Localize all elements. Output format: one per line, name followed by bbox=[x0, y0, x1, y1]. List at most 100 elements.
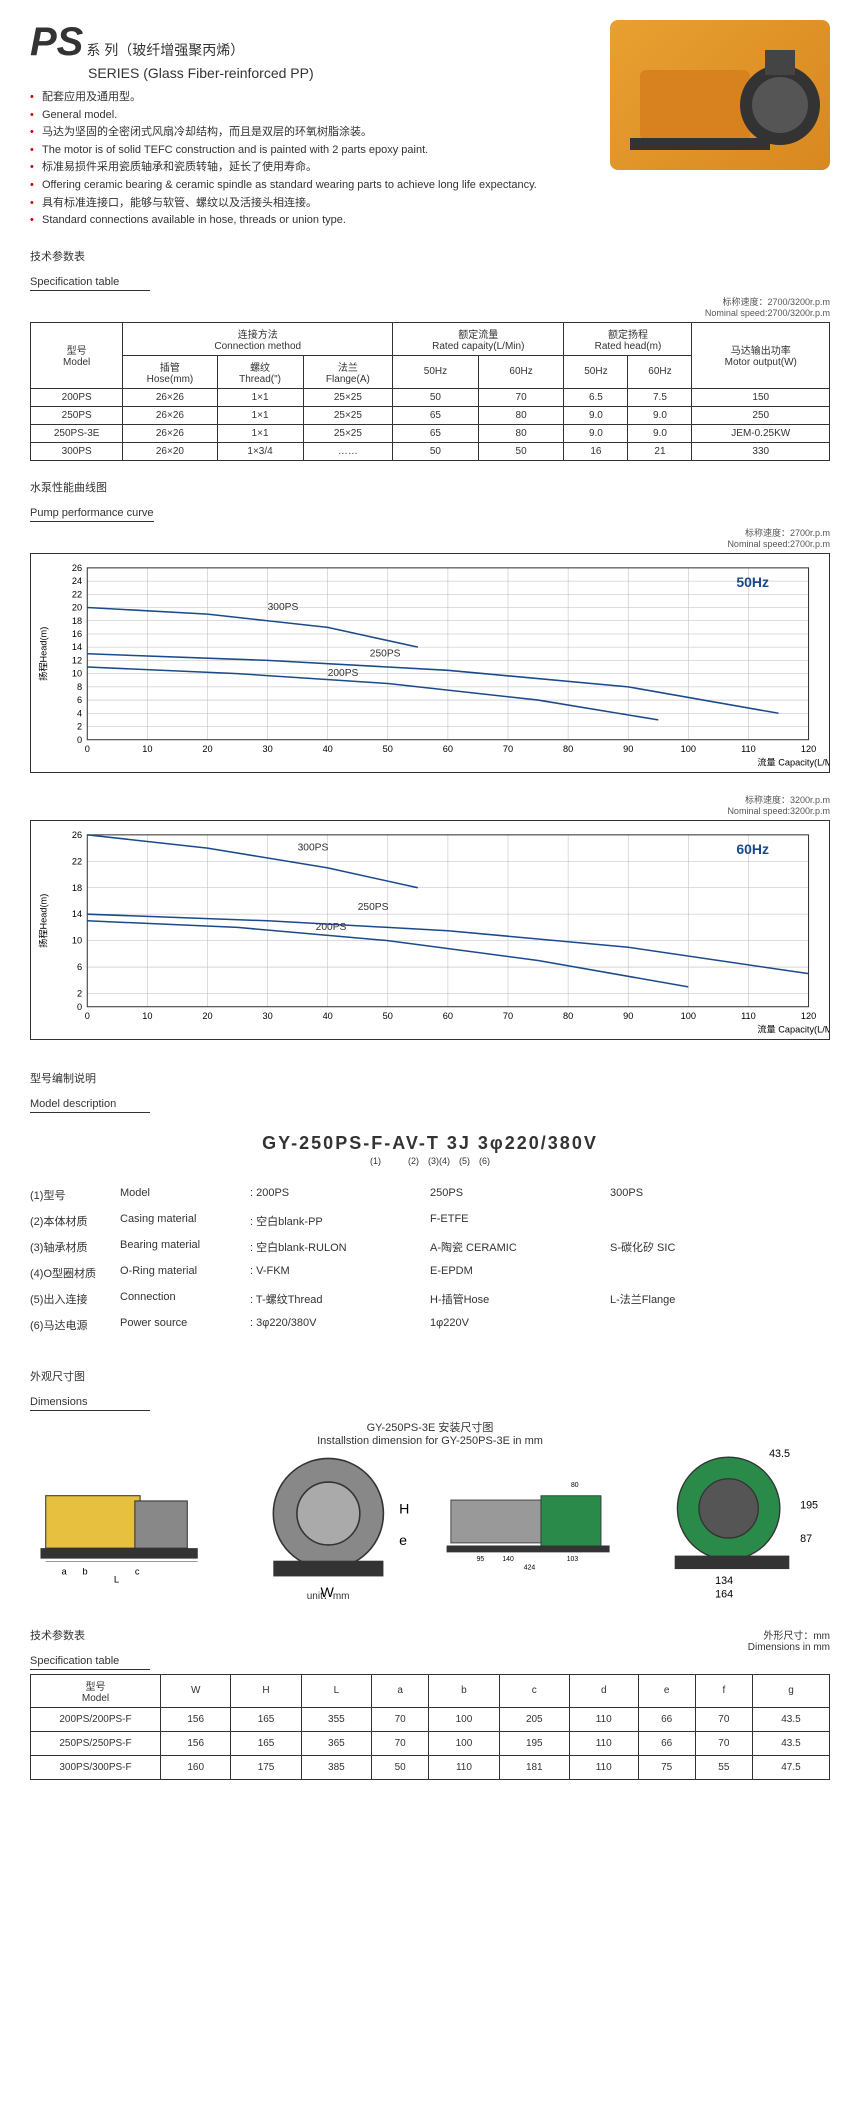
svg-text:b: b bbox=[82, 1565, 87, 1576]
svg-text:164: 164 bbox=[715, 1588, 733, 1600]
svg-text:134: 134 bbox=[715, 1575, 733, 1587]
svg-text:10: 10 bbox=[72, 935, 82, 945]
svg-text:30: 30 bbox=[262, 1011, 272, 1021]
modeldesc-title-cn: 型号编制说明 bbox=[30, 1070, 830, 1086]
svg-text:22: 22 bbox=[72, 589, 82, 599]
bullet-item: 标准易损件采用瓷质轴承和瓷质转轴，延长了使用寿命。 bbox=[30, 159, 590, 177]
svg-text:250PS: 250PS bbox=[358, 902, 389, 913]
bullet-item: Offering ceramic bearing & ceramic spind… bbox=[30, 177, 590, 195]
svg-text:26: 26 bbox=[72, 563, 82, 573]
svg-text:10: 10 bbox=[72, 668, 82, 678]
svg-text:流量 Capacity(L/Min): 流量 Capacity(L/Min) bbox=[757, 756, 829, 767]
svg-text:50: 50 bbox=[383, 1011, 393, 1021]
svg-text:87: 87 bbox=[800, 1533, 812, 1545]
svg-text:24: 24 bbox=[72, 576, 82, 586]
spec1-note-cn: 标称速度：2700/3200r.p.m bbox=[722, 297, 830, 307]
svg-text:80: 80 bbox=[570, 1482, 578, 1489]
svg-text:10: 10 bbox=[142, 1011, 152, 1021]
note60-cn: 标称速度：3200r.p.m bbox=[745, 795, 830, 805]
chart-60hz: 60Hz010203040506070809010011012002610141… bbox=[30, 820, 830, 1040]
svg-text:424: 424 bbox=[523, 1565, 535, 1572]
dim-3e-front: 1341641958743.5 bbox=[641, 1457, 830, 1587]
svg-text:300PS: 300PS bbox=[268, 602, 299, 613]
svg-text:250PS: 250PS bbox=[370, 648, 401, 659]
spec1-title-en: Specification table bbox=[30, 276, 150, 291]
spec2-table: 型号ModelWHLabcdefg200PS/200PS-F1561653557… bbox=[30, 1674, 830, 1780]
svg-text:60: 60 bbox=[443, 744, 453, 754]
svg-text:200PS: 200PS bbox=[328, 668, 359, 679]
svg-text:e: e bbox=[399, 1532, 407, 1548]
header: PS 系 列（玻纤增强聚丙烯） SERIES (Glass Fiber-rein… bbox=[30, 20, 830, 230]
chart-50hz: 50Hz010203040506070809010011012002468101… bbox=[30, 553, 830, 773]
bullet-item: General model. bbox=[30, 107, 590, 125]
svg-text:10: 10 bbox=[142, 744, 152, 754]
svg-text:流量 Capacity(L/Min): 流量 Capacity(L/Min) bbox=[757, 1023, 829, 1034]
svg-text:26: 26 bbox=[72, 830, 82, 840]
svg-text:12: 12 bbox=[72, 655, 82, 665]
note50-en: Nominal speed:2700r.p.m bbox=[727, 539, 830, 549]
spec1-note-en: Nominal speed:2700/3200r.p.m bbox=[705, 308, 830, 318]
dim-side: bacL bbox=[30, 1457, 219, 1587]
svg-text:14: 14 bbox=[72, 909, 82, 919]
svg-text:20: 20 bbox=[202, 744, 212, 754]
svg-text:95: 95 bbox=[476, 1556, 484, 1563]
spec1-title-cn: 技术参数表 bbox=[30, 248, 830, 264]
svg-text:6: 6 bbox=[77, 695, 82, 705]
svg-text:16: 16 bbox=[72, 629, 82, 639]
svg-text:103: 103 bbox=[566, 1556, 578, 1563]
logo: PS bbox=[30, 20, 83, 64]
spec2-title-cn: 技术参数表 bbox=[30, 1627, 150, 1643]
svg-text:0: 0 bbox=[77, 1002, 82, 1012]
svg-text:110: 110 bbox=[741, 744, 756, 754]
svg-text:14: 14 bbox=[72, 642, 82, 652]
svg-text:100: 100 bbox=[681, 744, 696, 754]
svg-text:90: 90 bbox=[623, 1011, 633, 1021]
series-en: SERIES (Glass Fiber-reinforced PP) bbox=[88, 65, 314, 81]
svg-text:0: 0 bbox=[85, 1011, 90, 1021]
svg-text:140: 140 bbox=[502, 1556, 514, 1563]
svg-text:200PS: 200PS bbox=[316, 922, 347, 933]
series-cn: 系 列（玻纤增强聚丙烯） bbox=[86, 42, 244, 58]
svg-text:110: 110 bbox=[741, 1011, 756, 1021]
label-60hz: 60Hz bbox=[736, 841, 769, 857]
bullet-item: The motor is of solid TEFC construction … bbox=[30, 142, 590, 160]
curves-title-en: Pump performance curve bbox=[30, 507, 154, 522]
bullet-item: Standard connections available in hose, … bbox=[30, 212, 590, 230]
svg-text:2: 2 bbox=[77, 988, 82, 998]
svg-text:a: a bbox=[61, 1565, 67, 1576]
svg-text:30: 30 bbox=[262, 744, 272, 754]
spec2-title-en: Specification table bbox=[30, 1655, 150, 1670]
model-sub: (1) (2) (3)(4) (5) (6) bbox=[30, 1154, 830, 1167]
svg-text:70: 70 bbox=[503, 1011, 513, 1021]
svg-text:L: L bbox=[114, 1574, 119, 1585]
dim-front: WHe bbox=[234, 1457, 423, 1587]
svg-text:70: 70 bbox=[503, 744, 513, 754]
model-code: GY-250PS-F-AV-T 3J 3φ220/380V bbox=[30, 1133, 830, 1154]
product-image bbox=[610, 20, 830, 170]
svg-text:80: 80 bbox=[563, 1011, 573, 1021]
svg-text:50: 50 bbox=[383, 744, 393, 754]
svg-text:0: 0 bbox=[85, 744, 90, 754]
svg-text:90: 90 bbox=[623, 744, 633, 754]
svg-text:40: 40 bbox=[323, 1011, 333, 1021]
svg-text:60: 60 bbox=[443, 1011, 453, 1021]
svg-text:120: 120 bbox=[801, 1011, 816, 1021]
bullet-item: 具有标准连接口，能够与软管、螺纹以及活接头相连接。 bbox=[30, 195, 590, 213]
svg-text:43.5: 43.5 bbox=[769, 1448, 790, 1460]
svg-text:2: 2 bbox=[77, 721, 82, 731]
dims-title-cn: 外观尺寸图 bbox=[30, 1368, 830, 1384]
svg-text:195: 195 bbox=[800, 1499, 818, 1511]
svg-text:22: 22 bbox=[72, 856, 82, 866]
svg-text:120: 120 bbox=[801, 744, 816, 754]
svg-text:300PS: 300PS bbox=[298, 842, 329, 853]
bullet-list: 配套应用及通用型。General model.马达为坚固的全密闭式风扇冷却结构，… bbox=[30, 89, 590, 230]
dimension-drawings: bacL WHe unit：mm 9514010342480 134164195… bbox=[30, 1457, 830, 1602]
spec1-table: 型号Model 连接方法Connection method 额定流量Rated … bbox=[30, 322, 830, 461]
svg-text:扬程Head(m): 扬程Head(m) bbox=[37, 893, 48, 947]
bullet-item: 马达为坚固的全密闭式风扇冷却结构，而且是双层的环氧树脂涂装。 bbox=[30, 124, 590, 142]
svg-text:80: 80 bbox=[563, 744, 573, 754]
model-desc-grid: (1)型号Model: 200PS250PS300PS(2)本体材质Casing… bbox=[30, 1182, 830, 1338]
svg-text:c: c bbox=[135, 1565, 140, 1576]
spec2-note-cn: 外形尺寸：mm bbox=[763, 1631, 830, 1642]
svg-text:20: 20 bbox=[202, 1011, 212, 1021]
